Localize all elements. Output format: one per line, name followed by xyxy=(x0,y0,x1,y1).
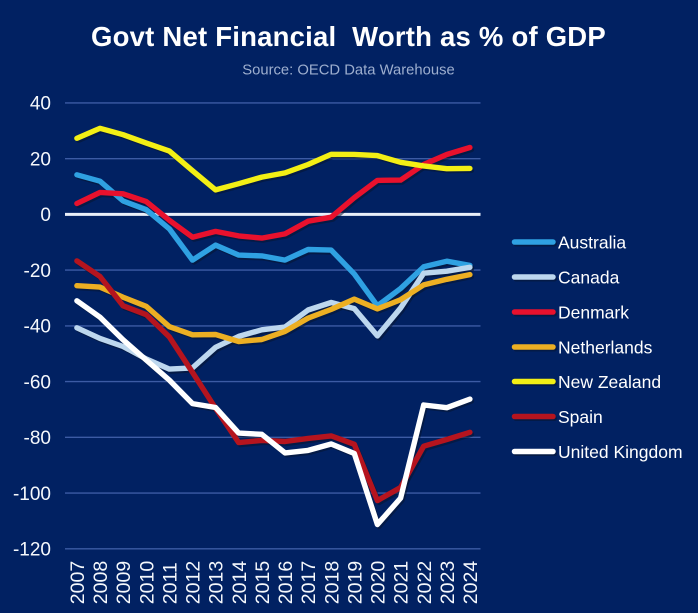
svg-text:2012: 2012 xyxy=(183,561,205,604)
svg-text:Spain: Spain xyxy=(558,407,603,427)
svg-text:2011: 2011 xyxy=(160,562,182,604)
svg-text:2010: 2010 xyxy=(136,561,158,605)
svg-text:United Kingdom: United Kingdom xyxy=(558,442,683,462)
svg-text:2017: 2017 xyxy=(298,561,320,604)
svg-text:-80: -80 xyxy=(24,428,51,449)
svg-text:-120: -120 xyxy=(13,540,51,561)
svg-text:-40: -40 xyxy=(24,317,51,338)
svg-text:Denmark: Denmark xyxy=(558,303,629,323)
svg-text:Canada: Canada xyxy=(558,268,620,288)
svg-text:2008: 2008 xyxy=(90,561,112,604)
svg-text:2019: 2019 xyxy=(344,561,366,604)
svg-text:2016: 2016 xyxy=(275,561,297,604)
svg-text:2022: 2022 xyxy=(414,561,436,604)
svg-text:20: 20 xyxy=(30,150,51,171)
svg-text:New Zealand: New Zealand xyxy=(558,372,661,392)
svg-text:2021: 2021 xyxy=(391,561,413,604)
svg-text:Netherlands: Netherlands xyxy=(558,338,653,358)
svg-text:2023: 2023 xyxy=(437,561,459,604)
svg-text:Source: OECD Data Warehouse: Source: OECD Data Warehouse xyxy=(242,63,454,79)
svg-text:-20: -20 xyxy=(24,261,51,282)
svg-text:-60: -60 xyxy=(24,372,51,393)
svg-text:Australia: Australia xyxy=(558,233,626,253)
svg-text:2015: 2015 xyxy=(252,561,274,605)
svg-text:2009: 2009 xyxy=(113,561,135,604)
svg-text:2018: 2018 xyxy=(321,561,343,604)
svg-text:-100: -100 xyxy=(13,484,51,505)
svg-text:2020: 2020 xyxy=(368,561,390,605)
svg-text:2014: 2014 xyxy=(229,561,251,605)
svg-text:2013: 2013 xyxy=(206,561,228,604)
svg-text:2024: 2024 xyxy=(460,561,482,605)
svg-text:40: 40 xyxy=(30,94,51,115)
svg-text:Govt Net Financial Worth as %: Govt Net Financial Worth as % of GDP xyxy=(91,21,606,52)
svg-text:2007: 2007 xyxy=(67,561,89,604)
svg-text:0: 0 xyxy=(40,205,51,226)
